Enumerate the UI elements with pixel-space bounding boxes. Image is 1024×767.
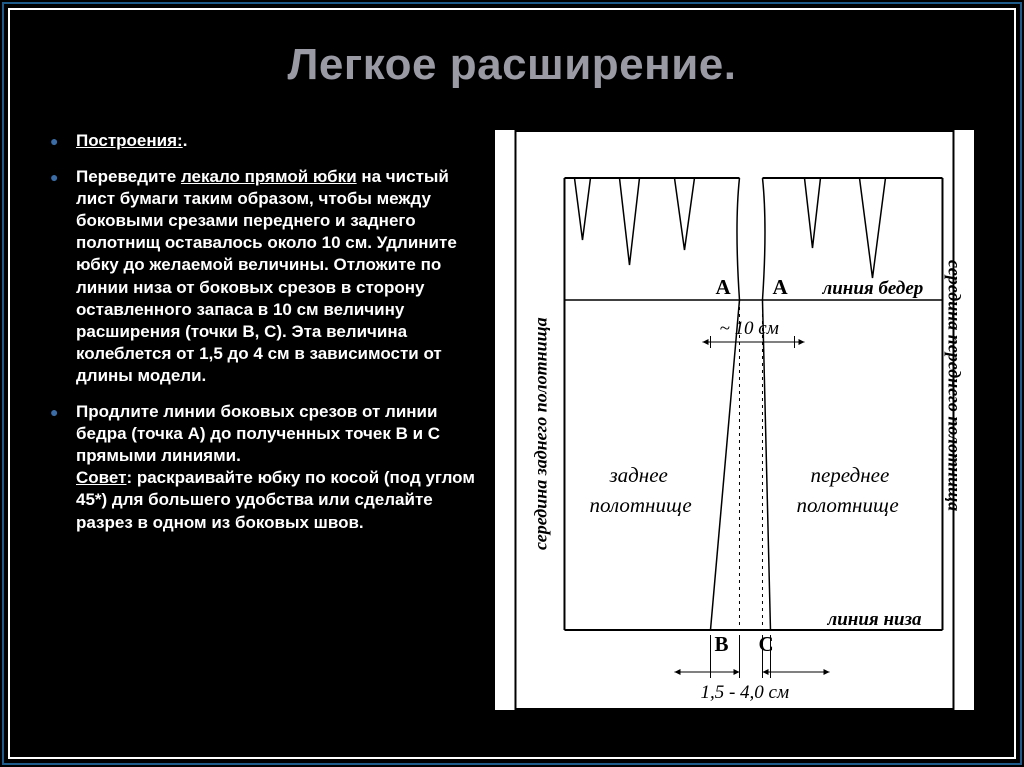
hip-line-label: линия бедер — [822, 278, 924, 299]
label-C: С — [759, 632, 774, 656]
gap-label: ~ 10 см — [720, 318, 779, 339]
bullet-3-para1: Продлите линии боковых срезов от линии б… — [76, 402, 440, 465]
bullet-3-tip-label: Совет — [76, 468, 126, 487]
bullet-1-rest: . — [183, 131, 188, 150]
bullet-2-lead: Переведите — [76, 167, 181, 186]
skirt-diagram: А А В С ~ 10 см линия бед — [495, 130, 974, 710]
left-side-label: середина заднего полотнища — [531, 317, 551, 550]
label-B: В — [715, 632, 729, 656]
back-panel-label-1: заднее — [609, 463, 668, 487]
text-column: Построения:. Переведите лекало прямой юб… — [50, 130, 475, 710]
front-panel-label-2: полотнище — [797, 493, 899, 517]
main-layout: Построения:. Переведите лекало прямой юб… — [20, 130, 1004, 710]
diagram-column: А А В С ~ 10 см линия бед — [495, 130, 974, 710]
bullet-1-underline: Построения: — [76, 131, 183, 150]
back-panel-label-2: полотнище — [590, 493, 692, 517]
bullet-3: Продлите линии боковых срезов от линии б… — [50, 401, 475, 534]
hem-line-label: линия низа — [827, 609, 922, 630]
bullet-1: Построения:. — [50, 130, 475, 152]
right-side-label: середина переднего полотнища — [945, 260, 965, 511]
bullet-2-rest: на чистый лист бумаги таким образом, что… — [76, 167, 457, 385]
bullet-3-tip-text: : раскраивайте юбку по косой (под углом … — [76, 468, 475, 531]
label-A-left: А — [716, 275, 732, 299]
label-A-right: А — [773, 275, 789, 299]
bullet-2: Переведите лекало прямой юбки на чистый … — [50, 166, 475, 387]
bullet-2-underline: лекало прямой юбки — [181, 167, 357, 186]
flare-label: 1,5 - 4,0 см — [701, 682, 790, 703]
front-panel-label-1: переднее — [811, 463, 890, 487]
slide-title: Легкое расширение. — [20, 40, 1004, 90]
